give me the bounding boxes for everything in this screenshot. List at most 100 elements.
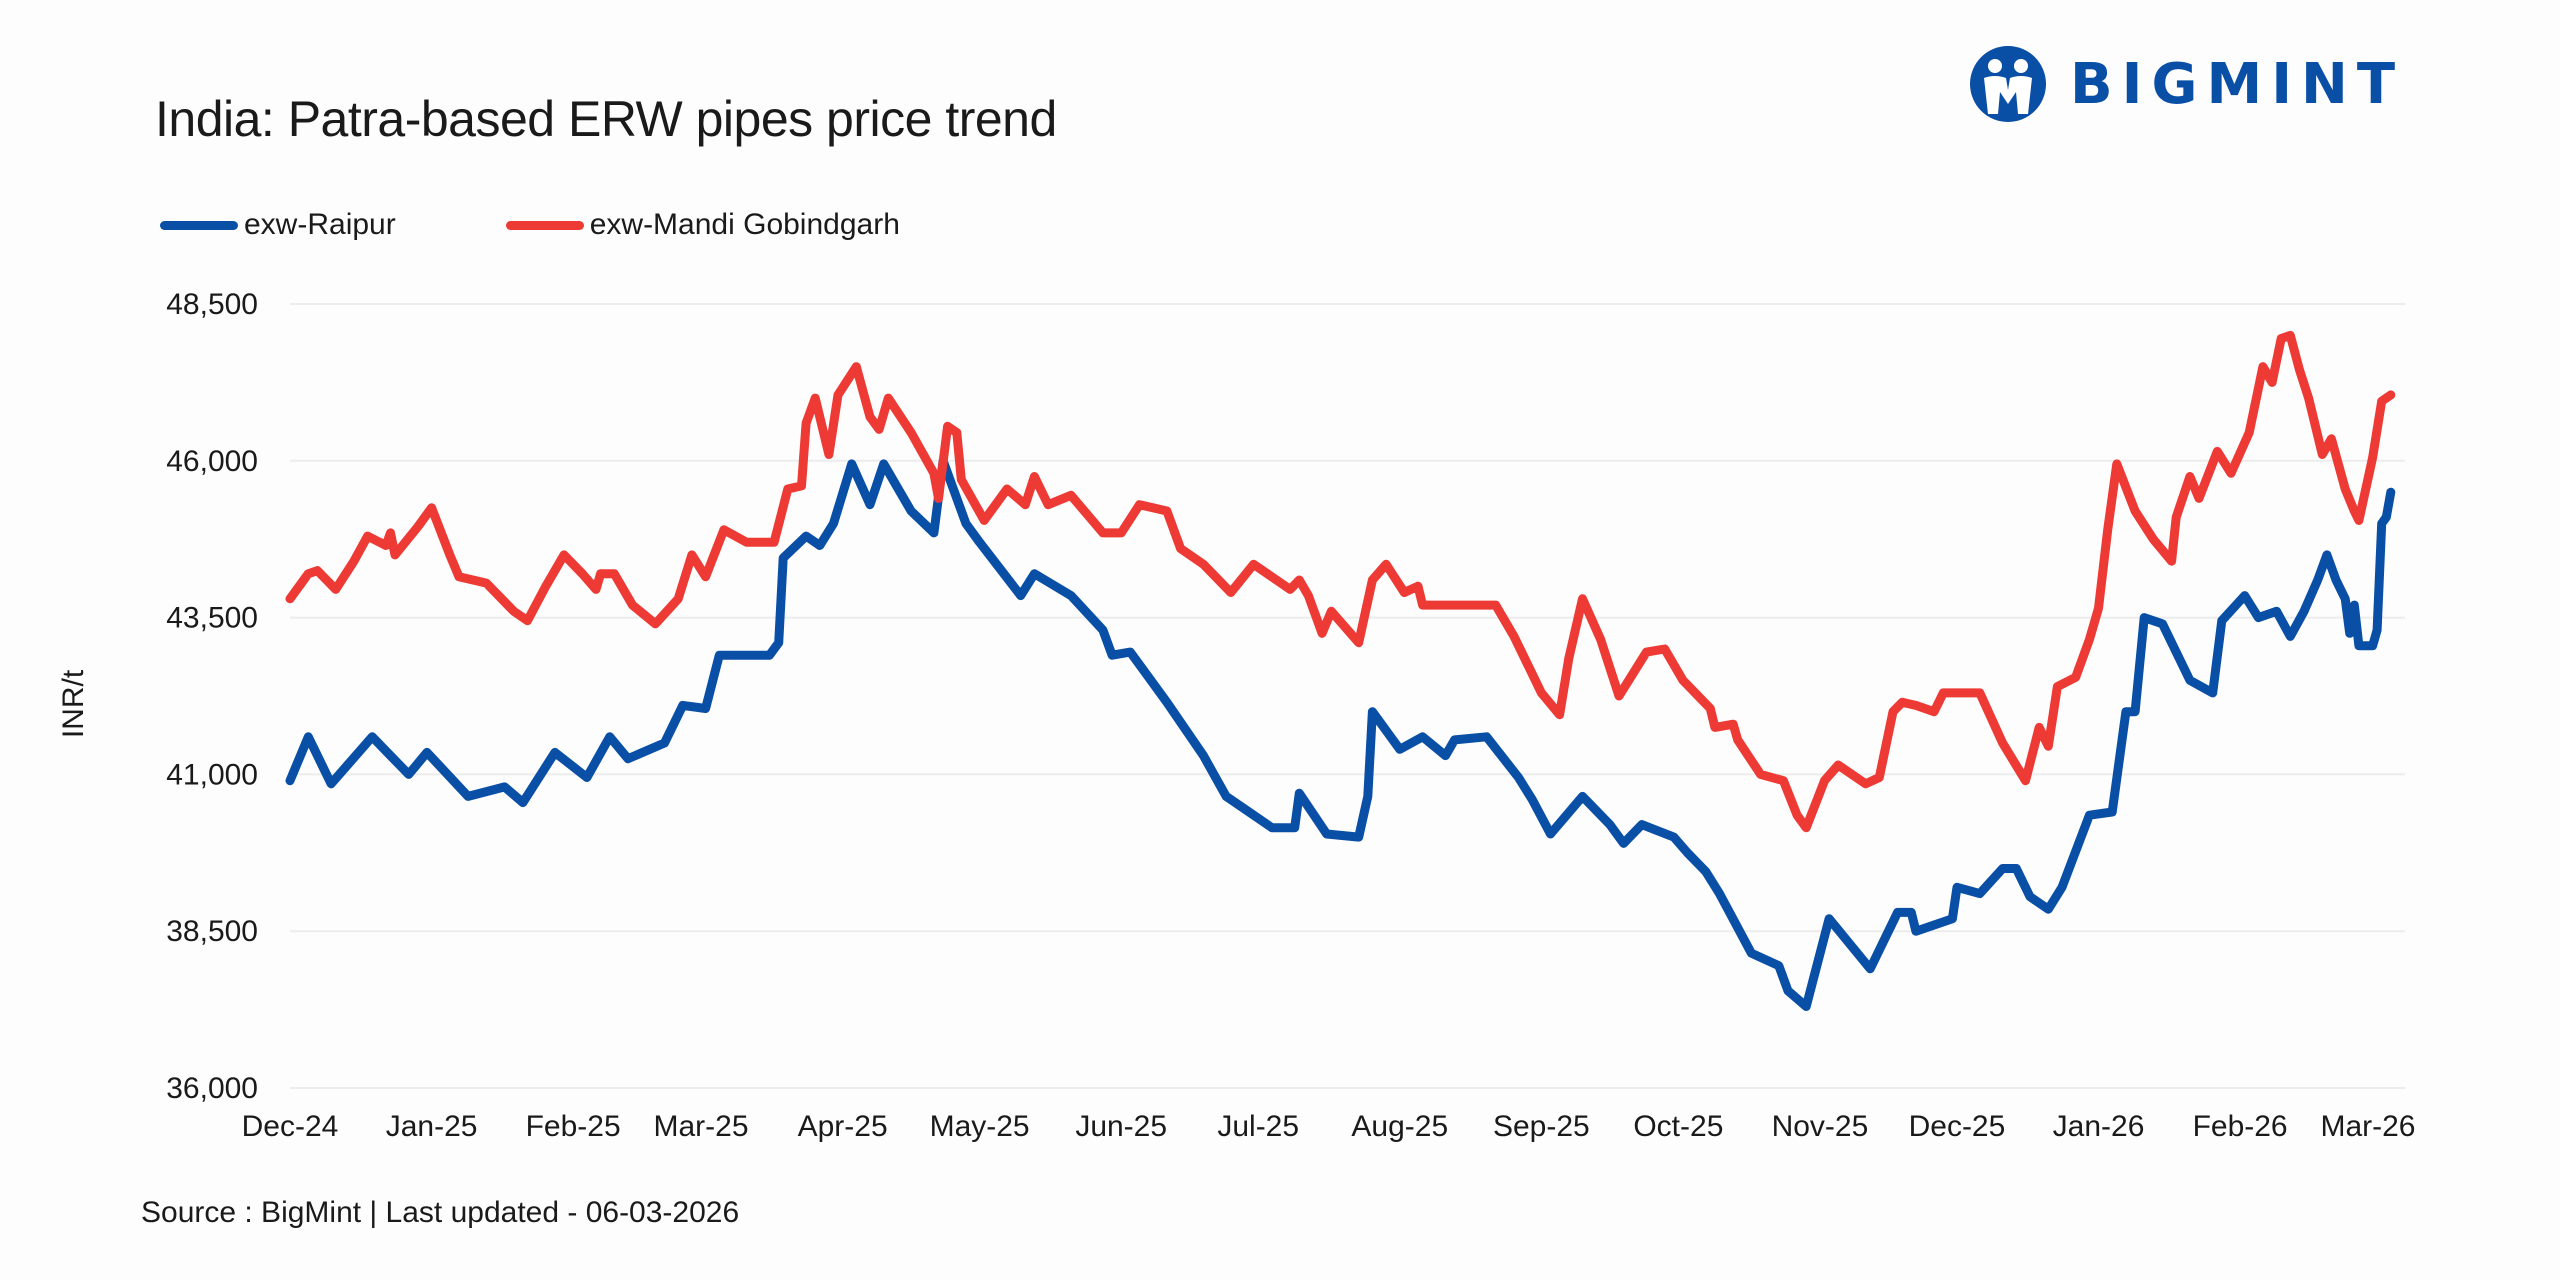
data-point [1419,602,1426,609]
data-point [1876,774,1883,781]
data-point [1556,711,1563,718]
data-point [743,539,750,546]
data-point [305,570,312,577]
data-point [780,555,787,562]
data-point [592,586,599,593]
data-point [930,470,937,477]
data-point [775,639,782,646]
data-point [1515,774,1522,781]
data-point [2086,812,2093,819]
data-point [1529,796,1536,803]
legend-swatch-mandi-gobindgarh [505,220,584,230]
data-point [981,517,988,524]
data-point [561,551,568,558]
data-point [1415,583,1422,590]
x-tick-label: Jun-25 [1075,1110,1167,1143]
data-point [2058,884,2065,891]
legend-item-raipur[interactable]: exw-Raipur [160,208,396,242]
data-point [465,793,472,800]
data-point [405,771,412,778]
data-point [1223,793,1230,800]
data-point [885,395,892,402]
data-point [2355,517,2362,524]
data-point [876,426,883,433]
legend-label-mandi-gobindgarh: exw-Mandi Gobindgarh [589,208,900,241]
bigmint-logo: BIGMINT [1968,44,2404,124]
data-point [2342,595,2349,602]
data-point [2045,906,2052,913]
data-point [2132,507,2139,514]
data-point [1862,780,1869,787]
data-point [1597,636,1604,643]
series-points [287,332,2394,831]
data-point [2301,608,2308,615]
data-point [2122,708,2129,715]
data-point [1127,649,1134,656]
data-point [1803,824,1810,831]
data-point [287,777,293,784]
data-point [1711,724,1718,731]
data-point [1684,849,1691,856]
data-point [2218,617,2225,624]
data-point [1200,561,1207,568]
data-point [305,733,312,740]
data-point [524,617,531,624]
data-point [350,558,357,565]
y-tick-label: 38,500 [166,915,258,948]
data-point [1547,830,1554,837]
data-point [880,460,887,467]
data-point [1364,793,1371,800]
data-point [1976,890,1983,897]
data-point [2323,551,2330,558]
data-point [1163,507,1170,514]
data-point [287,595,293,602]
data-point [1031,473,1038,480]
data-point [1638,821,1645,828]
data-point [1615,693,1622,699]
data-point [2287,332,2294,339]
data-point [1976,689,1983,696]
data-point [675,595,682,602]
data-point [2369,642,2376,649]
data-point [930,529,937,536]
data-point [2022,777,2029,784]
data-point [1894,909,1901,916]
data-point [1565,655,1572,662]
data-point [1017,592,1024,599]
data-point [2104,526,2111,533]
x-tick-label: Nov-25 [1772,1110,1869,1143]
data-point [2305,395,2312,402]
data-point [2351,507,2358,514]
data-point [661,740,668,747]
data-point [1227,589,1234,596]
data-point [1784,987,1791,994]
data-point [2351,602,2358,609]
data-point [629,602,636,609]
data-point [2196,495,2203,502]
data-point [2259,363,2266,370]
data-point [1323,830,1330,837]
data-point [803,420,810,427]
y-tick-label: 48,500 [166,288,258,321]
logo-text: BIGMINT [2070,51,2405,117]
data-point [1953,884,1960,891]
data-point [1899,699,1906,706]
data-point [1835,761,1842,768]
data-point [1707,705,1714,712]
data-point [2278,335,2285,342]
data-point [382,542,389,549]
data-point [1999,740,2006,747]
x-tick-label: Jan-25 [386,1110,478,1143]
x-tick-label: Sep-25 [1493,1110,1590,1143]
data-point [1396,746,1403,753]
data-point [908,507,915,514]
x-tick-label: Dec-25 [1909,1110,2006,1143]
data-point [2378,520,2385,527]
legend-item-mandi-gobindgarh[interactable]: exw-Mandi Gobindgarh [505,208,900,242]
x-tick-label: Aug-25 [1351,1110,1448,1143]
data-point [483,580,490,587]
data-point [2168,558,2175,565]
data-point [542,583,549,590]
x-tick-label: Mar-25 [654,1110,749,1143]
